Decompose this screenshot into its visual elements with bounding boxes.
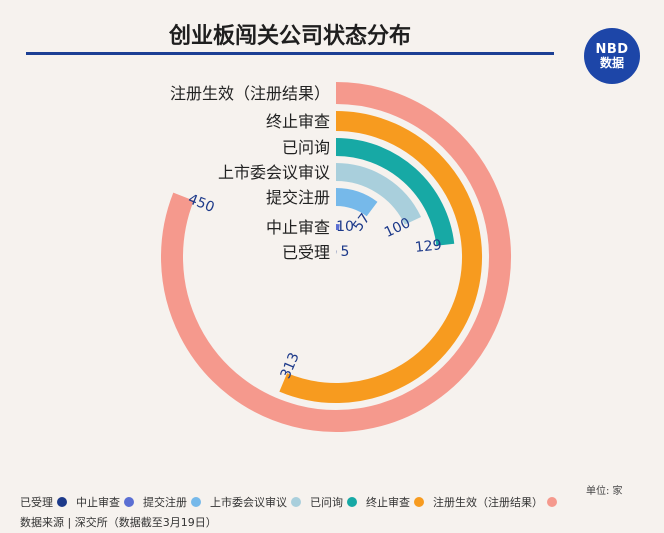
- legend-swatch-2: [124, 497, 134, 507]
- value-label-series-7: 5: [341, 244, 350, 260]
- logo-text-bottom: 数据: [599, 55, 624, 70]
- legend-label-1: 已受理: [20, 496, 53, 509]
- bar-series-4: [335, 163, 422, 225]
- chart-title: 创业板闯关公司状态分布: [168, 24, 411, 49]
- unit-label: 单位: 家: [586, 486, 623, 497]
- legend-label-6: 终止审查: [366, 496, 410, 509]
- legend-item-2: 中止审查: [76, 494, 134, 510]
- legend-label-7: 注册生效（注册结果）: [433, 496, 543, 509]
- chart-legend: 已受理 中止审查 提交注册 上市委会议审议 已问询 终止审查 注册生效（注册结果）: [20, 494, 660, 510]
- category-label-series-4: 上市委会议审议: [218, 163, 330, 182]
- bar-series-3: [335, 138, 455, 246]
- nbd-logo: NBD 数据: [584, 28, 640, 84]
- legend-item-7: 注册生效（注册结果）: [433, 494, 557, 510]
- legend-swatch-4: [291, 497, 301, 507]
- legend-swatch-7: [547, 497, 557, 507]
- category-label-series-6: 中止审查: [266, 218, 330, 237]
- legend-label-5: 已问询: [310, 496, 343, 509]
- legend-swatch-5: [347, 497, 357, 507]
- legend-label-2: 中止审查: [76, 496, 120, 509]
- legend-item-5: 已问询: [310, 494, 357, 510]
- category-label-series-1: 注册生效（注册结果）: [170, 84, 330, 103]
- category-label-series-5: 提交注册: [266, 188, 330, 207]
- bar-series-5: [335, 188, 378, 217]
- legend-item-4: 上市委会议审议: [210, 494, 301, 510]
- legend-label-3: 提交注册: [143, 496, 187, 509]
- value-label-series-2: 313: [278, 350, 303, 381]
- legend-label-4: 上市委会议审议: [210, 496, 287, 509]
- bar-series-1: [161, 82, 511, 432]
- category-label-series-7: 已受理: [282, 243, 330, 262]
- legend-item-3: 提交注册: [143, 494, 201, 510]
- legend-item-6: 终止审查: [366, 494, 424, 510]
- legend-swatch-3: [191, 497, 201, 507]
- value-label-series-6: 10: [336, 219, 354, 235]
- category-label-series-2: 终止审查: [266, 112, 330, 131]
- data-source: 数据来源 | 深交所（数据截至3月19日）: [20, 516, 217, 529]
- bar-series-2: [279, 111, 482, 403]
- value-label-series-3: 129: [414, 237, 442, 256]
- title-underline: [26, 52, 554, 55]
- legend-swatch-1: [57, 497, 67, 507]
- category-label-series-3: 已问询: [282, 138, 330, 157]
- legend-swatch-6: [414, 497, 424, 507]
- logo-text-top: NBD: [595, 41, 629, 57]
- value-label-series-1: 450: [186, 191, 217, 216]
- legend-item-1: 已受理: [20, 494, 67, 510]
